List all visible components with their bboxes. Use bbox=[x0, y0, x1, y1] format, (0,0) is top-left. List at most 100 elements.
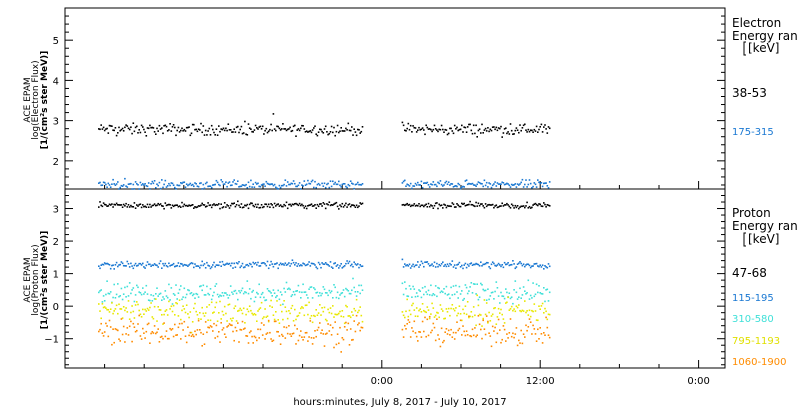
proton-point bbox=[130, 204, 132, 207]
electron-point bbox=[132, 122, 135, 124]
electron-point bbox=[253, 129, 256, 131]
proton-point bbox=[174, 204, 176, 207]
electron-point bbox=[463, 186, 465, 188]
proton-point bbox=[508, 292, 511, 294]
proton-point bbox=[308, 261, 310, 263]
proton-point bbox=[531, 265, 533, 267]
proton-point bbox=[137, 205, 139, 207]
proton-point bbox=[221, 310, 224, 313]
electron-point bbox=[442, 185, 444, 187]
proton-point bbox=[271, 204, 273, 206]
proton-point bbox=[408, 285, 411, 287]
proton-point bbox=[472, 334, 475, 337]
proton-point bbox=[417, 205, 419, 207]
electron-point bbox=[339, 184, 341, 187]
electron-point bbox=[332, 180, 334, 183]
proton-point bbox=[234, 266, 237, 268]
electron-point bbox=[466, 126, 469, 128]
electron-point bbox=[108, 124, 111, 127]
electron-point bbox=[537, 131, 539, 133]
proton-point bbox=[500, 291, 502, 294]
electron-point bbox=[242, 184, 245, 186]
electron-point bbox=[159, 187, 162, 190]
proton-point bbox=[438, 203, 440, 206]
proton-point bbox=[349, 328, 352, 330]
proton-point bbox=[496, 316, 499, 318]
proton-point bbox=[345, 287, 347, 290]
electron-point bbox=[206, 181, 208, 184]
electron-point bbox=[182, 130, 184, 132]
electron-point bbox=[453, 124, 456, 127]
proton-point bbox=[216, 204, 219, 206]
proton-point bbox=[326, 263, 328, 266]
electron-point bbox=[285, 185, 288, 187]
proton-point bbox=[502, 266, 505, 269]
proton-point bbox=[296, 315, 298, 318]
proton-point bbox=[424, 310, 426, 313]
proton-point bbox=[453, 206, 456, 208]
electron-point bbox=[538, 128, 540, 131]
proton-point bbox=[482, 317, 484, 320]
electron-point bbox=[272, 113, 275, 115]
electron-point bbox=[522, 124, 525, 127]
electron-point bbox=[346, 186, 348, 189]
proton-point bbox=[184, 296, 187, 299]
proton-point bbox=[347, 315, 350, 317]
proton-point bbox=[251, 265, 253, 268]
proton-point bbox=[99, 290, 101, 292]
proton-point bbox=[261, 334, 264, 336]
proton-point bbox=[515, 291, 518, 294]
proton-point bbox=[181, 201, 183, 204]
electron-point bbox=[480, 182, 482, 185]
electron-ylabel-line-3: [1/(cm²s ster MeV)] bbox=[40, 51, 50, 150]
electron-point bbox=[412, 185, 414, 187]
electron-point bbox=[181, 182, 183, 185]
proton-point bbox=[526, 263, 528, 265]
electron-point bbox=[347, 183, 350, 186]
proton-legend-entry: 47-68 bbox=[732, 266, 767, 280]
proton-point bbox=[439, 264, 442, 267]
proton-point bbox=[519, 287, 521, 290]
proton-point bbox=[519, 206, 521, 208]
proton-point bbox=[540, 305, 543, 307]
electron-point bbox=[233, 179, 235, 181]
electron-point bbox=[430, 183, 432, 185]
proton-point bbox=[424, 285, 426, 288]
proton-point bbox=[164, 262, 167, 265]
electron-point bbox=[155, 187, 157, 189]
proton-point bbox=[247, 292, 250, 295]
proton-point bbox=[162, 296, 164, 298]
proton-point bbox=[126, 260, 129, 263]
proton-point bbox=[332, 267, 334, 269]
proton-point bbox=[401, 282, 404, 285]
electron-point bbox=[149, 188, 151, 190]
proton-point bbox=[341, 337, 344, 339]
electron-point bbox=[231, 131, 233, 133]
electron-point bbox=[475, 124, 477, 127]
electron-point bbox=[163, 183, 165, 186]
proton-point bbox=[163, 322, 165, 324]
proton-point bbox=[171, 310, 174, 313]
electron-point bbox=[165, 125, 168, 128]
proton-point bbox=[407, 204, 410, 206]
proton-point bbox=[298, 202, 301, 205]
proton-point bbox=[282, 263, 284, 265]
electron-point bbox=[509, 186, 512, 188]
electron-point bbox=[488, 130, 490, 133]
electron-point bbox=[359, 183, 361, 186]
proton-point bbox=[419, 205, 421, 208]
electron-point bbox=[140, 124, 143, 127]
electron-point bbox=[483, 129, 486, 131]
electron-point bbox=[510, 183, 513, 186]
proton-point bbox=[195, 292, 197, 295]
electron-point bbox=[147, 127, 150, 130]
proton-point bbox=[276, 262, 278, 264]
electron-point bbox=[140, 184, 143, 186]
proton-point bbox=[526, 329, 528, 332]
proton-point bbox=[418, 309, 420, 312]
proton-point bbox=[223, 292, 226, 294]
electron-point bbox=[275, 186, 277, 189]
electron-point bbox=[144, 131, 146, 133]
proton-point bbox=[345, 202, 347, 205]
proton-point bbox=[520, 297, 522, 299]
